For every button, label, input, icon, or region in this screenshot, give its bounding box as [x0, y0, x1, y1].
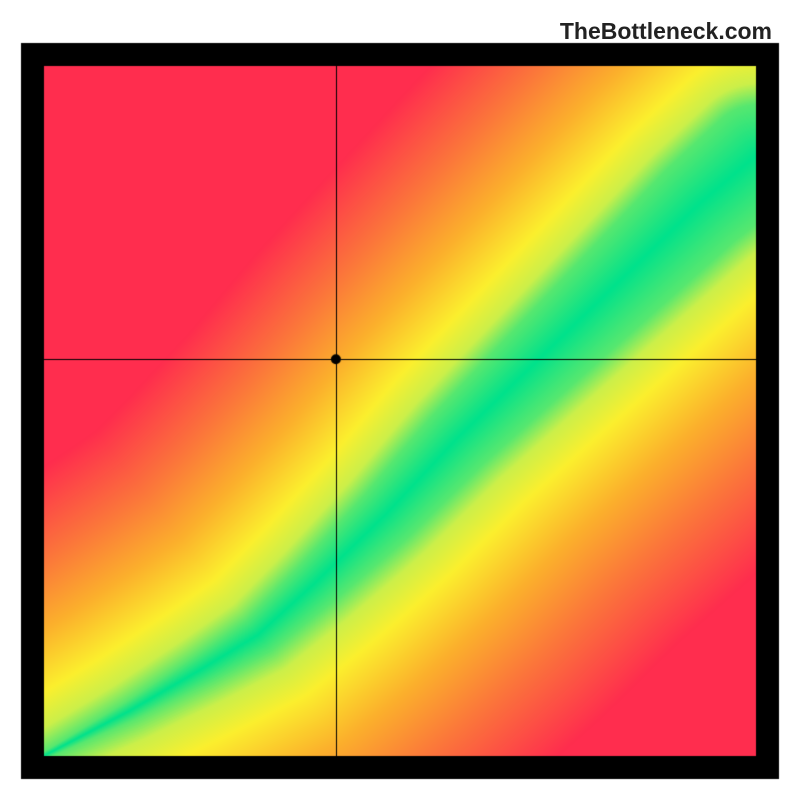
bottleneck-heatmap: TheBottleneck.com: [0, 0, 800, 800]
watermark-text: TheBottleneck.com: [560, 18, 772, 45]
heatmap-canvas: [0, 0, 800, 800]
